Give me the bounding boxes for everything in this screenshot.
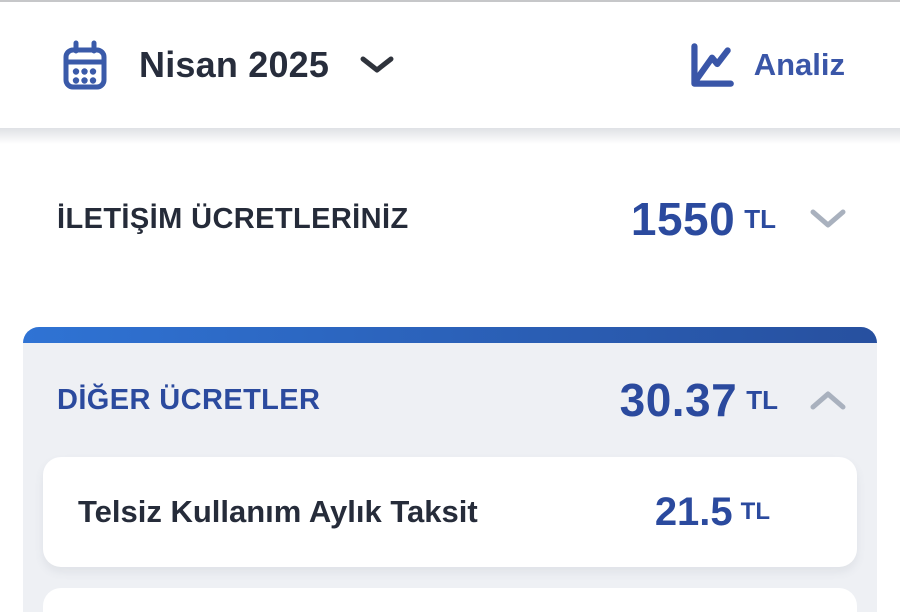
charge-label: Telsiz Kullanım Aylık Taksit [78, 494, 478, 529]
chevron-down-icon[interactable] [808, 207, 848, 231]
header-bar: Nisan 2025 Analiz [0, 2, 900, 128]
chevron-down-icon [359, 55, 395, 75]
other-charges-amount: 30.37 [619, 374, 738, 426]
charge-currency: TL [740, 498, 770, 525]
header-shadow [0, 128, 900, 144]
analysis-label: Analiz [753, 47, 845, 82]
communication-charges-row[interactable]: İLETİŞİM ÜCRETLERİNİZ 1550 TL [57, 190, 848, 248]
other-charges-card: DİĞER ÜCRETLER 30.37 TL Telsiz Kullanım … [23, 327, 877, 612]
period-label: Nisan 2025 [139, 44, 330, 85]
list-item-partial [43, 588, 857, 612]
communication-charges-amount: 1550 [630, 193, 736, 245]
charge-amount-group: 21.5 TL [655, 490, 770, 535]
other-charges-amount-group: 30.37 TL [620, 373, 848, 427]
other-charges-title: DİĞER ÜCRETLER [57, 383, 321, 416]
charge-amount: 21.5 [654, 489, 733, 534]
calendar-icon [55, 35, 115, 95]
communication-charges-currency: TL [744, 203, 776, 234]
chevron-up-icon[interactable] [808, 388, 848, 412]
communication-charges-title: İLETİŞİM ÜCRETLERİNİZ [57, 202, 409, 235]
other-charges-header[interactable]: DİĞER ÜCRETLER 30.37 TL [23, 343, 877, 457]
top-divider [0, 0, 900, 2]
other-charges-currency: TL [746, 384, 778, 415]
card-body: DİĞER ÜCRETLER 30.37 TL Telsiz Kullanım … [23, 343, 877, 612]
other-charges-list: Telsiz Kullanım Aylık Taksit 21.5 TL [23, 457, 877, 612]
communication-charges-amount-group: 1550 TL [631, 192, 848, 246]
list-item: Telsiz Kullanım Aylık Taksit 21.5 TL [43, 457, 857, 567]
card-accent-bar [23, 327, 877, 343]
analysis-button[interactable]: Analiz [682, 37, 845, 93]
line-chart-icon [682, 37, 738, 93]
period-selector[interactable]: Nisan 2025 [55, 35, 395, 95]
